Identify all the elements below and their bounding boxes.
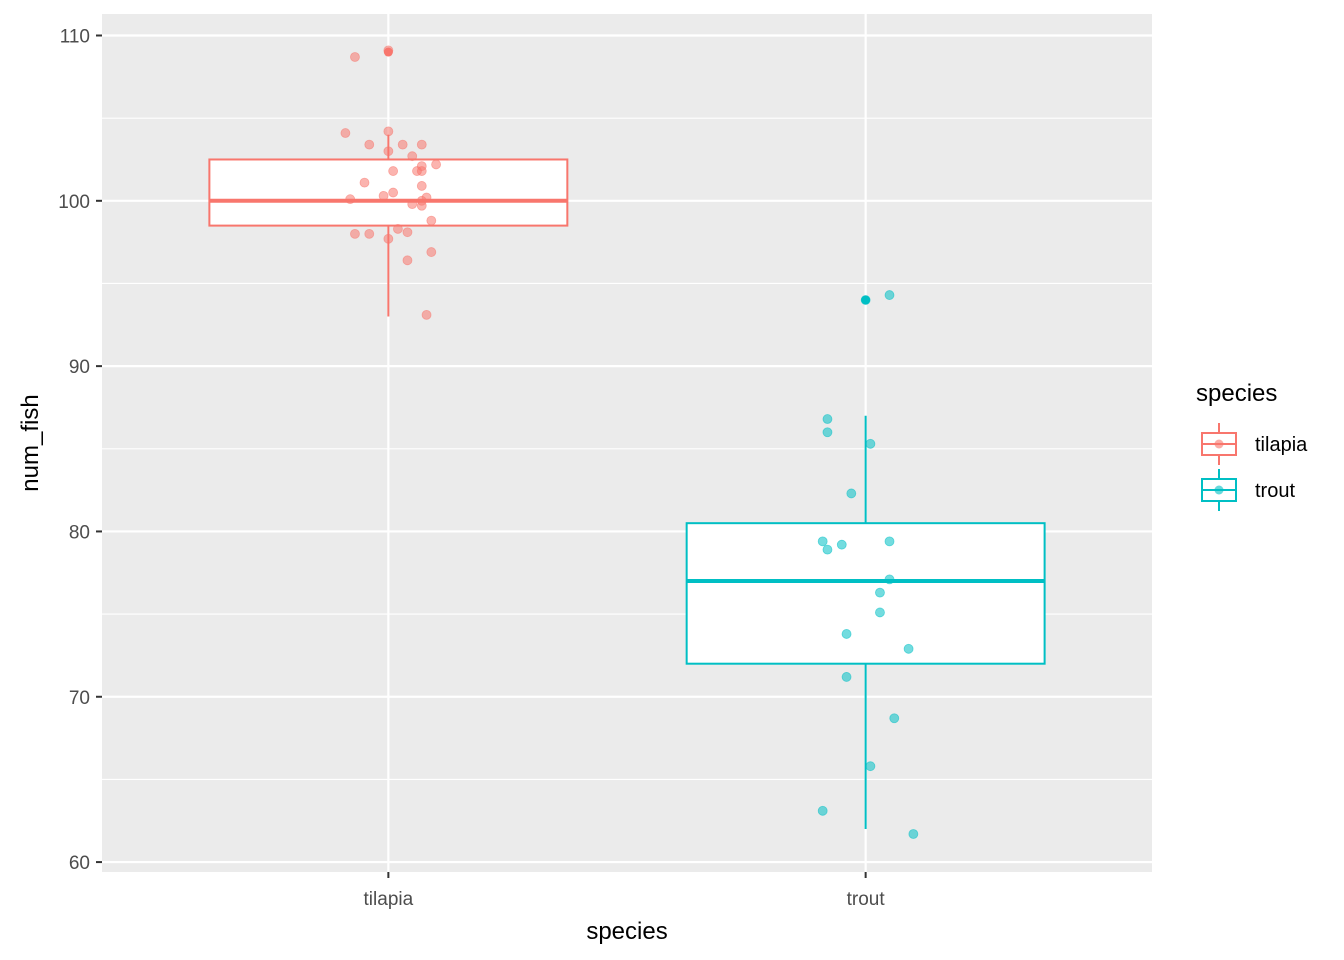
data-point-tilapia bbox=[402, 255, 413, 266]
y-tick-label-60: 60 bbox=[69, 853, 90, 874]
y-axis-title: num_fish bbox=[17, 394, 44, 491]
legend-title: species bbox=[1196, 380, 1277, 407]
data-point-trout bbox=[822, 544, 833, 555]
data-point-tilapia bbox=[359, 177, 370, 188]
data-point-trout bbox=[822, 414, 833, 424]
x-axis: tilapia trout bbox=[364, 872, 886, 910]
data-point-tilapia bbox=[378, 190, 389, 201]
data-point-trout bbox=[865, 761, 876, 772]
data-point-tilapia bbox=[350, 52, 360, 62]
data-point-trout bbox=[836, 539, 847, 550]
data-point-tilapia bbox=[426, 247, 437, 257]
y-axis: 60 70 80 90 100 110 bbox=[58, 26, 102, 874]
data-point-tilapia bbox=[431, 159, 441, 170]
data-point-trout bbox=[841, 629, 852, 639]
x-tick-label-tilapia: tilapia bbox=[364, 889, 414, 910]
legend-label-trout: trout bbox=[1255, 480, 1295, 502]
data-point-tilapia bbox=[364, 139, 375, 150]
data-point-tilapia bbox=[383, 233, 394, 244]
plot-panel bbox=[102, 14, 1152, 872]
legend-key-point-trout bbox=[1214, 485, 1224, 495]
y-tick-label-80: 80 bbox=[69, 522, 90, 543]
data-point-trout bbox=[822, 427, 833, 438]
data-point-trout bbox=[875, 587, 885, 598]
data-point-trout bbox=[846, 488, 857, 499]
data-point-trout bbox=[860, 295, 871, 305]
data-point-tilapia bbox=[421, 309, 432, 320]
data-point-tilapia bbox=[388, 187, 399, 198]
legend-key-point-tilapia bbox=[1214, 439, 1224, 449]
data-point-tilapia bbox=[407, 199, 418, 210]
data-point-tilapia bbox=[340, 128, 351, 138]
data-point-tilapia bbox=[383, 45, 394, 56]
jitter-points-layer bbox=[340, 45, 919, 839]
data-point-trout bbox=[884, 536, 895, 547]
data-point-trout bbox=[889, 713, 900, 724]
data-point-tilapia bbox=[388, 166, 399, 176]
data-point-tilapia bbox=[350, 228, 360, 239]
box-trout bbox=[685, 522, 1046, 665]
data-point-tilapia bbox=[383, 126, 394, 137]
y-tick-label-100: 100 bbox=[58, 192, 90, 213]
y-tick-label-110: 110 bbox=[60, 26, 90, 47]
data-point-trout bbox=[841, 672, 852, 682]
data-point-tilapia bbox=[345, 194, 356, 205]
x-axis-title: species bbox=[586, 918, 667, 945]
data-point-trout bbox=[817, 536, 828, 547]
data-point-tilapia bbox=[416, 139, 427, 150]
y-tick-label-90: 90 bbox=[69, 357, 90, 378]
data-point-tilapia bbox=[426, 215, 437, 226]
legend: species tilapia trout bbox=[1196, 380, 1316, 512]
data-point-trout bbox=[865, 438, 876, 449]
data-point-trout bbox=[908, 829, 919, 839]
x-tick-label-trout: trout bbox=[847, 889, 886, 910]
data-point-trout bbox=[903, 643, 914, 654]
data-point-tilapia bbox=[364, 228, 375, 239]
data-point-tilapia bbox=[416, 200, 427, 211]
data-point-trout bbox=[817, 805, 828, 816]
data-point-tilapia bbox=[407, 151, 418, 162]
data-point-tilapia bbox=[393, 224, 403, 234]
data-point-trout bbox=[875, 607, 885, 618]
data-point-tilapia bbox=[416, 181, 427, 191]
data-point-tilapia bbox=[397, 139, 408, 150]
data-point-trout bbox=[884, 290, 895, 300]
data-point-tilapia bbox=[383, 146, 394, 157]
legend-label-tilapia: tilapia bbox=[1255, 434, 1308, 456]
y-tick-label-70: 70 bbox=[69, 688, 90, 709]
data-point-tilapia bbox=[402, 227, 413, 238]
data-point-tilapia bbox=[416, 166, 427, 176]
data-point-trout bbox=[884, 574, 895, 585]
